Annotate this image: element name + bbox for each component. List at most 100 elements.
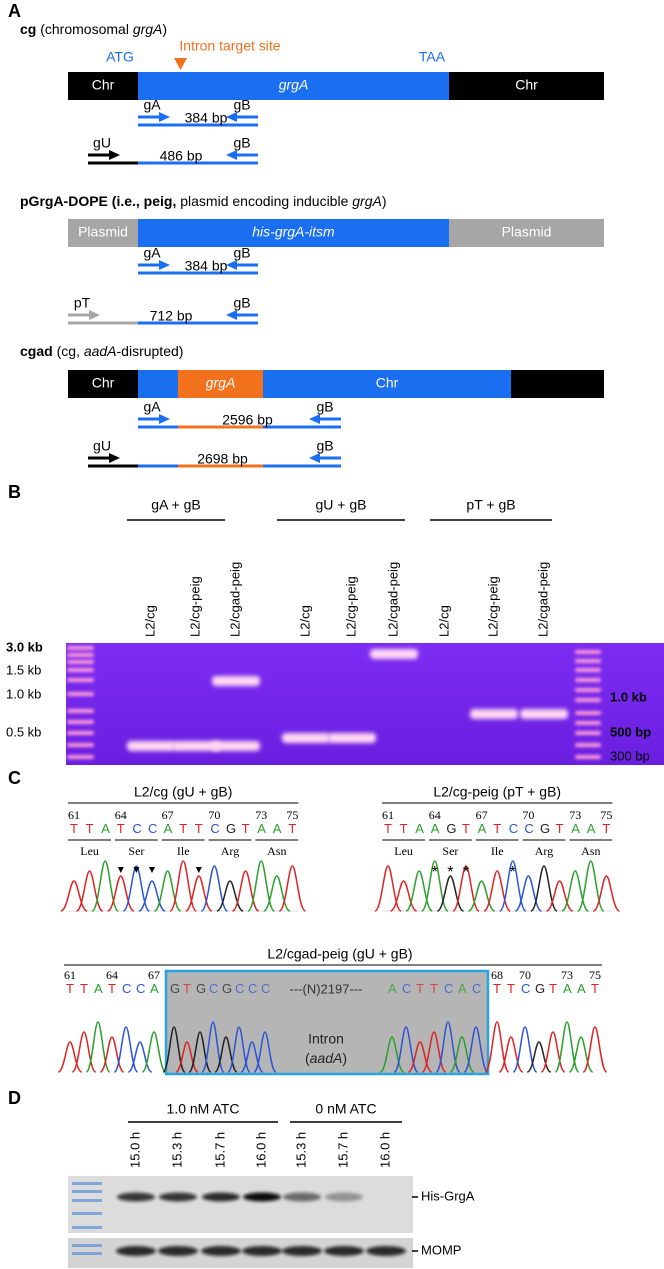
position-number: 67 bbox=[476, 808, 488, 822]
construct-segment bbox=[178, 370, 263, 398]
base: T bbox=[493, 821, 501, 836]
chromatogram-peak bbox=[421, 1031, 447, 1073]
base: C bbox=[122, 981, 131, 996]
chromatogram-peak bbox=[138, 880, 166, 912]
ladder-band bbox=[575, 698, 601, 702]
chromatogram-peak bbox=[449, 1036, 475, 1073]
chromatogram-peak bbox=[436, 875, 464, 912]
chromatogram-peak bbox=[405, 870, 433, 912]
base: A bbox=[587, 821, 596, 836]
lane-label: 15.7 h bbox=[212, 1132, 227, 1168]
ladder-band bbox=[575, 721, 601, 725]
base: T bbox=[384, 821, 392, 836]
chromatogram-peak bbox=[99, 1036, 125, 1073]
intron-gene: (aadA) bbox=[305, 1050, 347, 1066]
marker-band bbox=[72, 1199, 102, 1202]
base: T bbox=[183, 981, 191, 996]
ladder-label: 1.0 kb bbox=[6, 686, 41, 701]
amplicon-size: 384 bp bbox=[185, 110, 228, 126]
primer-label: gU bbox=[93, 438, 111, 454]
construct-segment bbox=[263, 370, 511, 398]
base: T bbox=[430, 981, 438, 996]
chromatogram-peak bbox=[576, 860, 605, 912]
primer-label: gB bbox=[316, 438, 333, 454]
chromatogram-peak bbox=[185, 875, 213, 912]
chromatogram-peak bbox=[407, 1041, 433, 1073]
pcr-band bbox=[370, 649, 418, 659]
construct-title: cgad (cg, aadA-disrupted) bbox=[20, 343, 183, 359]
panel-label: A bbox=[8, 1, 21, 21]
construct-segment bbox=[138, 370, 178, 398]
base: T bbox=[70, 821, 78, 836]
mutation-triangle bbox=[117, 867, 124, 873]
base: T bbox=[462, 821, 470, 836]
segment-label: Chr bbox=[376, 375, 399, 391]
base: C bbox=[210, 821, 219, 836]
ladder-label: 1.5 kb bbox=[6, 662, 41, 677]
base: T bbox=[66, 981, 74, 996]
arrow-head bbox=[309, 414, 320, 424]
marker-band bbox=[72, 1190, 102, 1193]
condition-label: 0 nM ATC bbox=[315, 1101, 376, 1117]
primer-label: gU bbox=[93, 135, 111, 151]
chromatogram-peak bbox=[113, 1026, 139, 1073]
base: T bbox=[242, 821, 250, 836]
pcr-band bbox=[328, 733, 376, 743]
chromatogram-peak bbox=[390, 880, 418, 912]
base: C bbox=[136, 981, 145, 996]
chromatogram-peak bbox=[85, 1021, 111, 1073]
base: A bbox=[257, 821, 266, 836]
base: C bbox=[209, 981, 218, 996]
blot-band bbox=[282, 1246, 322, 1256]
base: C bbox=[472, 981, 481, 996]
title-part: grgA bbox=[352, 193, 382, 209]
arrow-head bbox=[159, 112, 170, 122]
mutation-mark: * bbox=[432, 864, 438, 881]
base: T bbox=[117, 821, 125, 836]
marker-band bbox=[72, 1252, 102, 1255]
base: T bbox=[86, 821, 94, 836]
position-number: 67 bbox=[148, 968, 160, 982]
base: G bbox=[535, 981, 545, 996]
segment-label: Chr bbox=[92, 375, 115, 391]
chromatogram-peak bbox=[107, 875, 135, 912]
intron-gap: ---(N)2197--- bbox=[290, 981, 363, 996]
blot-band bbox=[366, 1246, 406, 1256]
codon-label: ATG bbox=[106, 49, 134, 65]
primer-label: gA bbox=[143, 399, 161, 415]
panel-label: B bbox=[8, 482, 21, 502]
chromatogram-peak bbox=[568, 1036, 594, 1073]
construct-segment bbox=[68, 370, 138, 398]
chromatogram-peak bbox=[169, 860, 198, 912]
base: T bbox=[80, 981, 88, 996]
lane-label: 15.0 h bbox=[127, 1132, 142, 1168]
title-part: pGrgA-DOPE (i.e., peig, bbox=[20, 193, 176, 209]
ladder-label: 300 bp bbox=[610, 748, 650, 763]
position-number: 64 bbox=[115, 808, 127, 822]
residue-label: Asn bbox=[581, 844, 600, 858]
base: A bbox=[571, 821, 580, 836]
construct-segment bbox=[449, 72, 604, 100]
position-number: 75 bbox=[589, 968, 601, 982]
chromatogram-peak bbox=[554, 1021, 580, 1073]
ladder-band bbox=[575, 668, 601, 672]
base: T bbox=[195, 821, 203, 836]
blot-band bbox=[117, 1192, 155, 1202]
lane-label: L2/cg bbox=[142, 605, 157, 637]
blot-band bbox=[242, 1246, 282, 1256]
base: C bbox=[148, 821, 157, 836]
segment-label: Plasmid bbox=[78, 224, 128, 240]
ladder-label: 3.0 kb bbox=[6, 639, 43, 654]
ladder-band bbox=[67, 709, 94, 713]
blot-band bbox=[283, 1192, 321, 1202]
ladder-band bbox=[575, 688, 601, 692]
amplicon-size: 712 bp bbox=[150, 308, 193, 324]
chromatogram-peak bbox=[91, 860, 120, 912]
construct-title: pGrgA-DOPE (i.e., peig, plasmid encoding… bbox=[20, 193, 387, 209]
ladder-band bbox=[67, 731, 94, 735]
amplicon-size: 2596 bp bbox=[222, 412, 273, 428]
arrow-head bbox=[109, 150, 120, 160]
trace-title: L2/cg-peig (pT + gB) bbox=[433, 784, 561, 800]
base: G bbox=[170, 981, 180, 996]
